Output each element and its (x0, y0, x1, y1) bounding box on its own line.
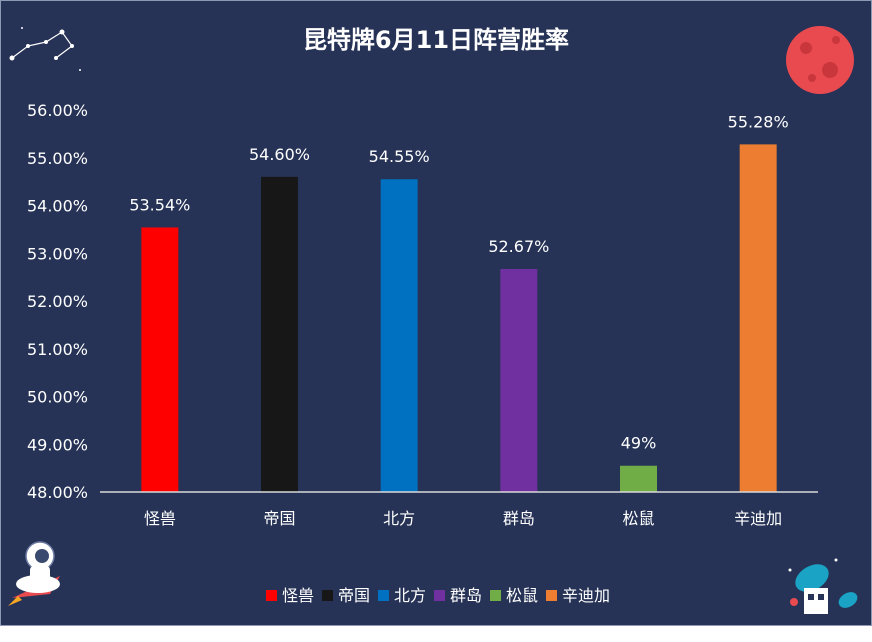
red-planet-icon (786, 26, 854, 94)
data-label: 49% (621, 434, 657, 453)
legend-swatch (322, 590, 333, 601)
y-tick-label: 48.00% (27, 483, 88, 502)
y-tick-label: 52.00% (27, 292, 88, 311)
x-tick-label: 松鼠 (622, 509, 654, 528)
data-label: 54.55% (369, 147, 430, 166)
data-label: 55.28% (728, 112, 789, 131)
data-label: 53.54% (129, 195, 190, 214)
astronaut-rocket-icon (8, 541, 60, 606)
y-tick-label: 54.00% (27, 197, 88, 216)
y-tick-label: 56.00% (27, 101, 88, 120)
x-tick-label: 怪兽 (144, 509, 176, 528)
legend-swatch (546, 590, 557, 601)
constellation-icon (9, 27, 81, 71)
y-tick-label: 50.00% (27, 388, 88, 407)
bar-6 (739, 144, 777, 492)
bar-1 (141, 227, 179, 492)
bar-5 (620, 465, 657, 492)
x-tick-label: 帝国 (263, 509, 295, 528)
data-label: 52.67% (488, 237, 549, 256)
y-tick-label: 53.00% (27, 244, 88, 263)
legend-label: 群岛 (450, 586, 482, 605)
bar-3 (380, 179, 418, 493)
bar-4 (500, 269, 538, 492)
legend-label: 怪兽 (282, 586, 314, 605)
bar-2 (261, 176, 298, 492)
chart-title: 昆特牌6月11日阵营胜率 (302, 26, 570, 54)
legend-swatch (490, 590, 501, 601)
data-label: 54.60% (249, 145, 310, 164)
satellite-dish-icon (788, 558, 858, 614)
legend-label: 松鼠 (506, 586, 538, 605)
legend-label: 辛迪加 (562, 586, 610, 605)
y-tick-label: 49.00% (27, 435, 88, 454)
legend-swatch (434, 590, 445, 601)
y-tick-label: 55.00% (27, 149, 88, 168)
y-tick-label: 51.00% (27, 340, 88, 359)
legend-label: 帝国 (338, 586, 370, 605)
legend-label: 北方 (394, 586, 426, 605)
legend-swatch (378, 590, 389, 601)
x-tick-label: 北方 (383, 509, 415, 528)
x-tick-label: 辛迪加 (734, 509, 782, 528)
legend-swatch (266, 590, 277, 601)
x-tick-label: 群岛 (503, 509, 535, 528)
